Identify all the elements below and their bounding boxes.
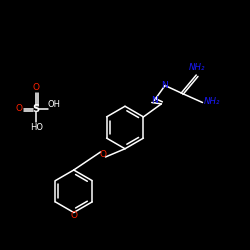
Text: O: O (16, 104, 22, 113)
Text: O: O (33, 83, 40, 92)
Text: O: O (100, 150, 106, 159)
Text: HO: HO (30, 124, 43, 132)
Text: NH₂: NH₂ (189, 64, 206, 72)
Text: O: O (70, 211, 77, 220)
Text: S: S (33, 104, 40, 114)
Text: NH₂: NH₂ (204, 97, 221, 106)
Text: N: N (162, 81, 168, 90)
Text: OH: OH (47, 100, 60, 109)
Text: N: N (151, 96, 158, 105)
